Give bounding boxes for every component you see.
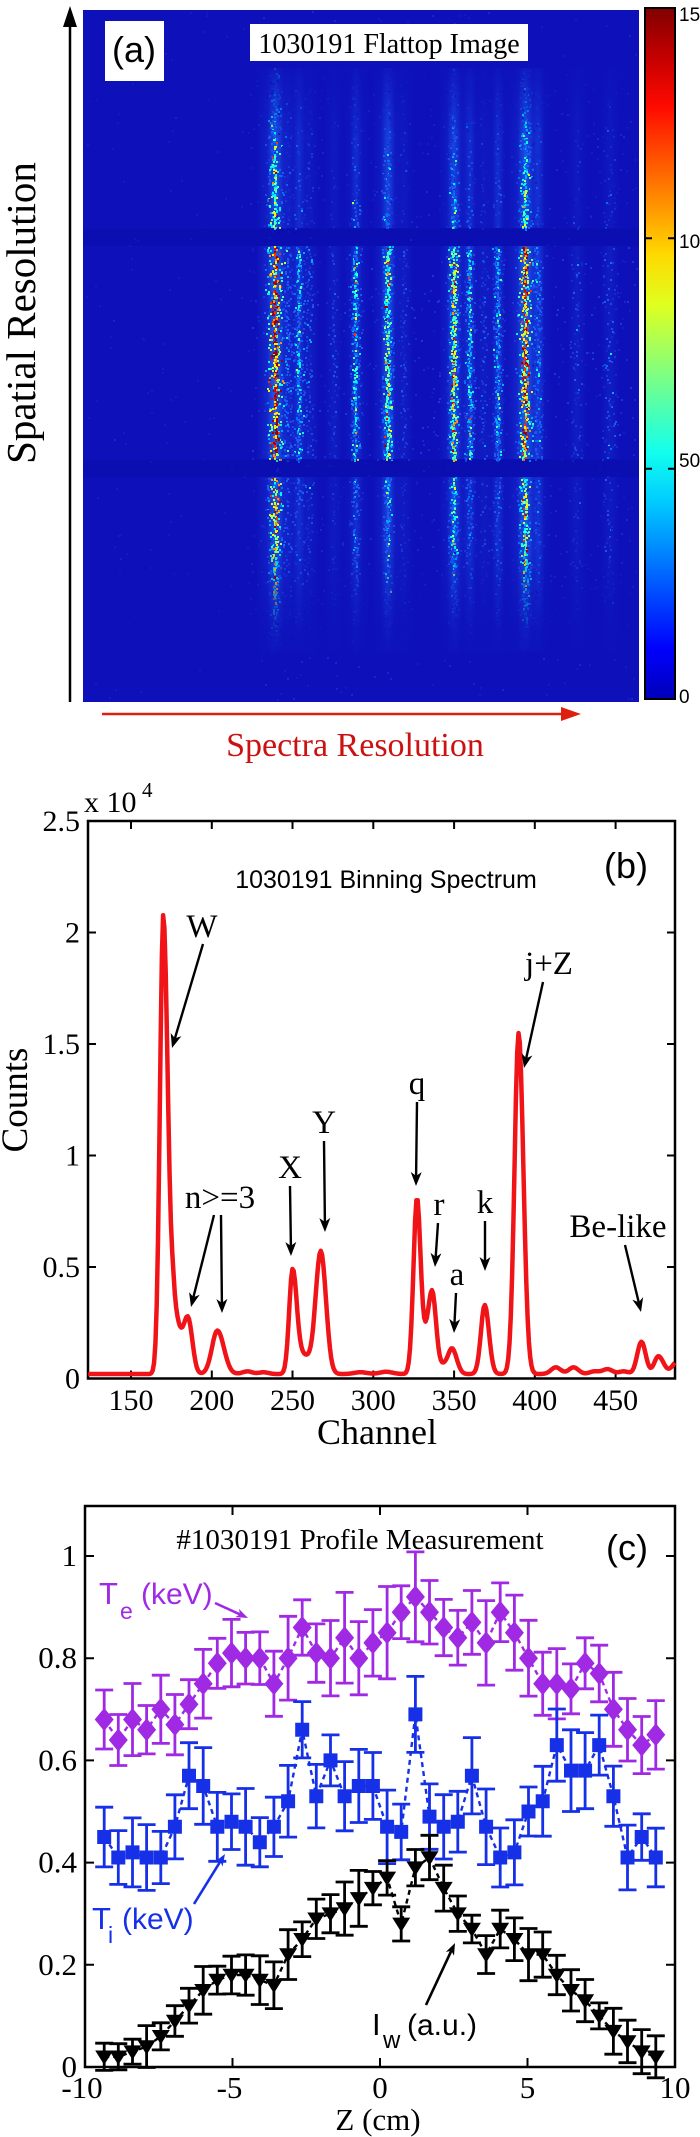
svg-text:Spectra Resolution: Spectra Resolution [226,727,484,764]
svg-text:e: e [120,1598,133,1624]
svg-text:(b): (b) [604,845,648,886]
svg-text:(keV): (keV) [141,1578,213,1611]
svg-text:r: r [434,1187,445,1223]
svg-text:j+Z: j+Z [524,946,573,982]
svg-text:300: 300 [351,1384,396,1417]
svg-text:Y: Y [312,1105,336,1141]
svg-text:T: T [99,1576,118,1611]
svg-text:5: 5 [520,2070,536,2105]
svg-text:10: 10 [660,2070,691,2105]
svg-text:0: 0 [65,1363,80,1396]
svg-text:150: 150 [679,5,700,26]
svg-text:w: w [382,2027,401,2054]
svg-text:X: X [278,1150,302,1186]
svg-text:100: 100 [679,232,700,253]
svg-text:0.4: 0.4 [38,1845,77,1880]
svg-text:1.5: 1.5 [43,1028,81,1061]
svg-text:0.5: 0.5 [43,1251,81,1284]
svg-text:n>=3: n>=3 [185,1180,255,1216]
svg-text:4: 4 [142,778,153,802]
svg-text:(a): (a) [112,29,156,70]
svg-text:2.5: 2.5 [43,805,81,838]
svg-text:T: T [92,1901,111,1936]
svg-text:0: 0 [679,687,690,708]
svg-text:x 10: x 10 [84,786,137,819]
svg-text:Be-like: Be-like [569,1209,666,1245]
svg-text:150: 150 [109,1384,154,1417]
svg-text:-10: -10 [61,2070,102,2105]
svg-text:Spatial Resolution: Spatial Resolution [0,162,44,464]
svg-text:450: 450 [593,1384,638,1417]
svg-text:0.2: 0.2 [38,1947,77,1982]
svg-text:a: a [450,1257,465,1293]
svg-text:250: 250 [270,1384,315,1417]
svg-text:-5: -5 [217,2070,243,2105]
svg-text:(c): (c) [606,1527,648,1568]
svg-text:k: k [477,1185,494,1221]
svg-text:0.6: 0.6 [38,1742,77,1777]
svg-text:q: q [409,1066,426,1102]
svg-text:0.8: 0.8 [38,1640,77,1675]
svg-text:2: 2 [65,917,80,950]
svg-text:200: 200 [189,1384,234,1417]
svg-text:Counts: Counts [0,1048,36,1153]
svg-text:400: 400 [512,1384,557,1417]
svg-text:350: 350 [432,1384,477,1417]
svg-text:0: 0 [372,2070,388,2105]
svg-text:(keV): (keV) [122,1903,194,1936]
svg-text:(a.u.): (a.u.) [407,2009,477,2042]
svg-text:W: W [186,909,218,945]
svg-text:0: 0 [62,2049,78,2084]
svg-text:1: 1 [62,1538,78,1573]
svg-text:1: 1 [65,1140,80,1173]
svg-text:i: i [108,1922,113,1948]
svg-text:50: 50 [679,451,700,472]
svg-text:Channel: Channel [317,1412,437,1452]
svg-text:Z (cm): Z (cm) [335,2102,420,2137]
svg-text:#1030191 Profile Measurement: #1030191 Profile Measurement [176,1524,543,1556]
svg-text:1030191 Binning Spectrum: 1030191 Binning Spectrum [235,866,537,894]
svg-text:1030191 Flattop Image: 1030191 Flattop Image [258,29,519,60]
svg-text:I: I [372,2007,381,2042]
